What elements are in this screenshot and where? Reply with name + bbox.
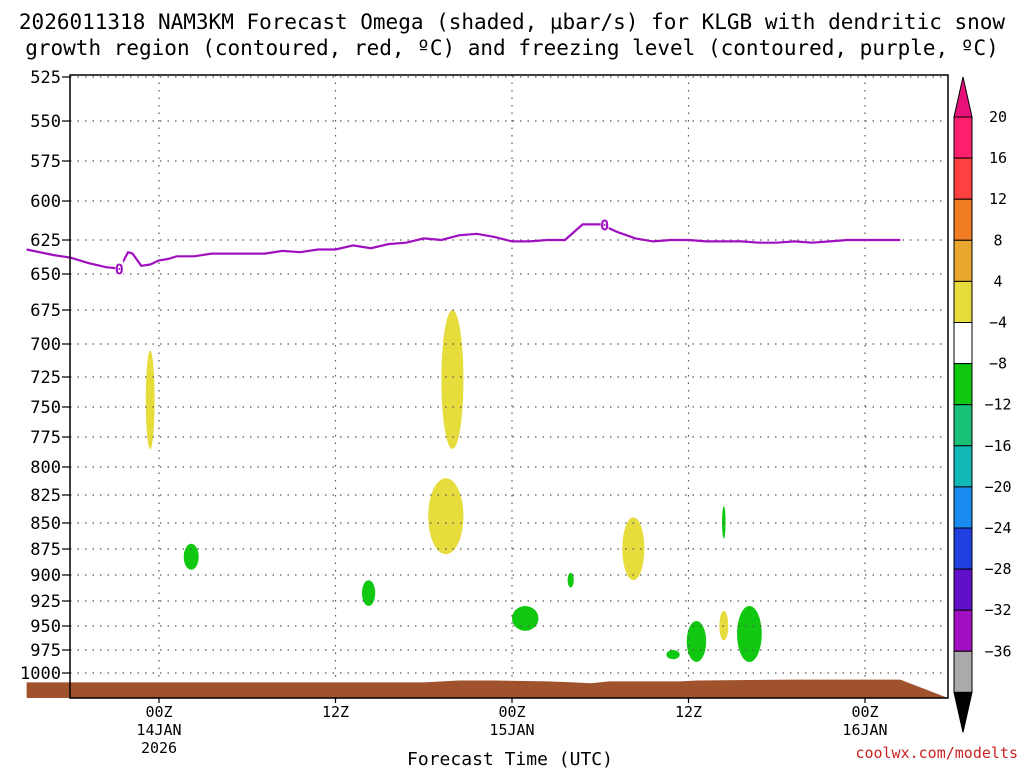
colorbar-swatch-12 bbox=[953, 568, 973, 611]
omega-region-10 bbox=[666, 650, 680, 660]
y-tick-label-975: 975 bbox=[30, 641, 61, 661]
omega-region-8 bbox=[512, 606, 539, 631]
colorbar-label-13: −32 bbox=[984, 601, 1011, 619]
colorbar-swatch-7 bbox=[953, 363, 973, 406]
x-date-label-40: 15JAN bbox=[489, 721, 534, 739]
pressure-axis: 525 550 575 600 625 650 675 700 725 750 775 800 825 8… bbox=[20, 68, 70, 684]
freezing-level-line bbox=[26, 223, 901, 270]
x-axis-title: Forecast Time (UTC) bbox=[407, 749, 613, 768]
x-tick-label-80: 00Z bbox=[851, 703, 878, 721]
plot-background bbox=[70, 75, 948, 698]
ground-surface bbox=[26, 679, 949, 698]
omega-region-3 bbox=[428, 478, 464, 555]
colorbar-label-4: 8 bbox=[993, 231, 1002, 249]
colorbar-label-9: −16 bbox=[984, 437, 1011, 455]
colorbar-label-8: −12 bbox=[984, 396, 1011, 414]
credit-text: coolwx.com/modelts bbox=[855, 744, 1018, 762]
omega-colorbar: 20 16 12 8 4 −4 −8 −12 −16 −20 −24 −28 −32 −36 bbox=[953, 76, 1012, 733]
y-tick-label-1000: 1000 bbox=[20, 664, 61, 684]
y-tick-label-550: 550 bbox=[30, 112, 61, 132]
freezing-label-bg-1 bbox=[115, 260, 124, 277]
colorbar-label-5: 4 bbox=[993, 272, 1002, 290]
colorbar-label-1: 20 bbox=[989, 108, 1007, 126]
colorbar-top-arrow bbox=[953, 76, 973, 118]
y-tick-label-600: 600 bbox=[30, 192, 61, 212]
y-tick-label-700: 700 bbox=[30, 335, 61, 355]
colorbar-swatch-5 bbox=[953, 280, 973, 323]
y-tick-label-800: 800 bbox=[30, 458, 61, 478]
colorbar-swatch-1 bbox=[953, 116, 973, 159]
freezing-label-bg-2 bbox=[600, 216, 609, 233]
colorbar-swatch-9 bbox=[953, 445, 973, 488]
omega-region-2 bbox=[441, 310, 464, 449]
colorbar-label-3: 12 bbox=[989, 190, 1007, 208]
colorbar-bottom-arrow bbox=[953, 691, 973, 733]
y-tick-label-625: 625 bbox=[30, 231, 61, 251]
y-tick-label-950: 950 bbox=[30, 617, 61, 637]
plot-frame bbox=[69, 74, 949, 699]
colorbar-swatch-13 bbox=[953, 609, 973, 652]
omega-region-1 bbox=[145, 350, 155, 449]
colorbar-swatch-2 bbox=[953, 157, 973, 200]
plot-area: 00 bbox=[26, 74, 949, 699]
y-tick-label-650: 650 bbox=[30, 265, 61, 285]
colorbar-swatch-10 bbox=[953, 486, 973, 529]
colorbar-label-14: −36 bbox=[984, 642, 1011, 660]
colorbar-label-2: 16 bbox=[989, 149, 1007, 167]
omega-region-6 bbox=[183, 543, 199, 570]
colorbar-label-11: −24 bbox=[984, 519, 1011, 537]
freezing-level-label-1: 0 bbox=[115, 261, 124, 279]
colorbar-swatch-11 bbox=[953, 527, 973, 570]
y-tick-label-775: 775 bbox=[30, 428, 61, 448]
colorbar-label-7: −8 bbox=[989, 355, 1007, 373]
x-date-label-80: 16JAN bbox=[842, 721, 887, 739]
y-tick-label-725: 725 bbox=[30, 368, 61, 388]
y-tick-label-750: 750 bbox=[30, 398, 61, 418]
x-date-label-0: 14JAN bbox=[136, 721, 181, 739]
x-tick-label-0: 00Z bbox=[145, 703, 172, 721]
colorbar-swatch-4 bbox=[953, 239, 973, 282]
colorbar-label-10: −20 bbox=[984, 478, 1011, 496]
y-tick-label-825: 825 bbox=[30, 486, 61, 506]
colorbar-swatch-6 bbox=[953, 322, 973, 365]
omega-region-9 bbox=[567, 572, 574, 588]
omega-region-12 bbox=[737, 606, 762, 662]
y-tick-label-850: 850 bbox=[30, 514, 61, 534]
x-tick-label-40: 00Z bbox=[498, 703, 525, 721]
y-tick-label-675: 675 bbox=[30, 301, 61, 321]
colorbar-label-6: −4 bbox=[989, 314, 1007, 332]
y-tick-label-875: 875 bbox=[30, 540, 61, 560]
chart-title-line2: growth region (contoured, red, ºC) and f… bbox=[25, 36, 999, 60]
chart-title-line1: 2026011318 NAM3KM Forecast Omega (shaded… bbox=[19, 10, 1006, 34]
colorbar-swatch-3 bbox=[953, 198, 973, 241]
freezing-level-label-2: 0 bbox=[600, 216, 609, 234]
y-tick-label-575: 575 bbox=[30, 152, 61, 172]
x-tick-label-60: 12Z bbox=[675, 703, 702, 721]
x-tick-label-20: 12Z bbox=[322, 703, 349, 721]
colorbar-label-12: −28 bbox=[984, 560, 1011, 578]
y-tick-label-925: 925 bbox=[30, 592, 61, 612]
omega-region-7 bbox=[361, 580, 376, 606]
y-tick-label-900: 900 bbox=[30, 566, 61, 586]
x-year-label-0: 2026 bbox=[141, 739, 177, 757]
omega-region-11 bbox=[686, 621, 707, 662]
colorbar-swatch-14 bbox=[953, 650, 973, 693]
y-tick-label-525: 525 bbox=[30, 68, 61, 88]
colorbar-swatch-8 bbox=[953, 404, 973, 447]
